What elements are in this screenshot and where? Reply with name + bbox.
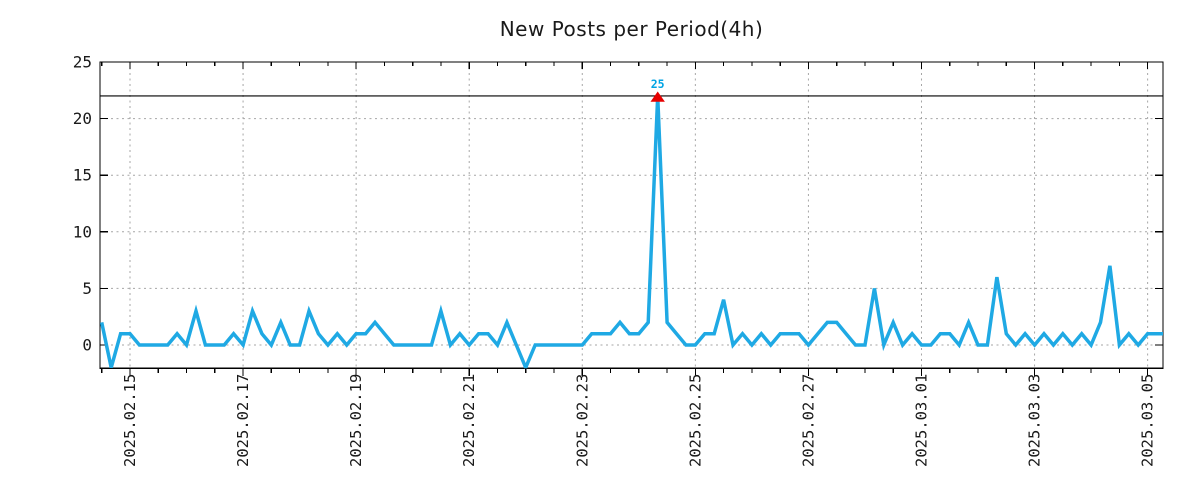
y-axis-label: 0 <box>82 336 92 355</box>
x-axis-label: 2025.02.17 <box>234 374 252 467</box>
y-axis-label: 10 <box>73 222 92 241</box>
y-axis-label: 5 <box>82 279 92 298</box>
peak-value-label: 25 <box>651 77 665 91</box>
chart-title: New Posts per Period(4h) <box>499 17 764 41</box>
x-axis-label: 2025.02.23 <box>573 374 591 467</box>
y-axis-label: 25 <box>73 53 92 72</box>
y-axis-label: 15 <box>73 166 92 185</box>
series-line <box>100 95 1163 369</box>
x-axis-label: 2025.03.01 <box>912 374 930 467</box>
x-axis-label: 2025.02.15 <box>121 374 139 467</box>
x-axis-label: 2025.02.19 <box>347 374 365 467</box>
peak-marker-icon <box>650 91 665 102</box>
x-axis-label: 2025.02.25 <box>686 374 704 467</box>
x-axis-label: 2025.03.03 <box>1026 374 1044 467</box>
y-axis-label: 20 <box>73 109 92 128</box>
x-axis-label: 2025.03.05 <box>1139 374 1157 467</box>
x-axis-label: 2025.02.27 <box>799 374 817 467</box>
x-axis-label: 2025.02.21 <box>460 374 478 467</box>
plot-border <box>99 61 1164 369</box>
